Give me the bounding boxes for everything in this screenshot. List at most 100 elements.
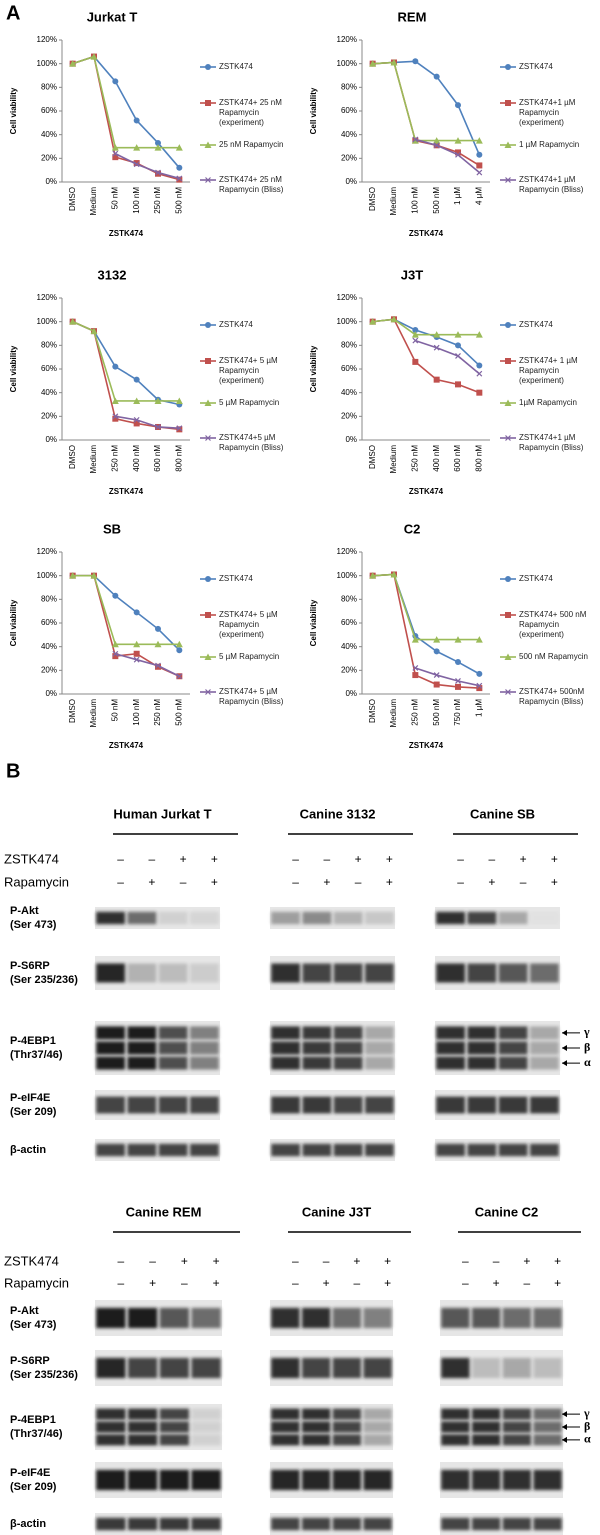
treatment-sign: +: [551, 852, 558, 866]
blot-band: [533, 1421, 562, 1433]
marker: [133, 656, 140, 663]
x-tick-label: 600 nM: [453, 445, 462, 472]
blot-band: [365, 1026, 394, 1040]
y-axis-label: Cell viability: [309, 599, 318, 646]
x-tick-label: 400 nM: [432, 445, 441, 472]
y-tick-label: 40%: [41, 642, 57, 651]
x-axis-label: ZSTK474: [109, 487, 144, 496]
treatment-sign: –: [149, 1254, 156, 1268]
marker: [90, 53, 98, 60]
marker: [412, 58, 419, 65]
blot-band: [498, 963, 528, 983]
marker: [176, 175, 183, 182]
treatment-sign: –: [292, 1276, 299, 1290]
series-line: [72, 574, 180, 646]
marker: [433, 142, 440, 149]
treatment-sign: –: [462, 1254, 469, 1268]
treatment-label: Rapamycin: [4, 1275, 69, 1290]
marker: [505, 576, 511, 582]
marker: [455, 102, 461, 109]
marker: [455, 151, 461, 158]
marker: [455, 353, 461, 359]
treatment-sign: –: [324, 852, 331, 866]
marker: [205, 435, 211, 441]
marker: [69, 60, 77, 67]
protein-label: P-eIF4E: [10, 1092, 50, 1104]
y-tick-label: 120%: [37, 547, 57, 556]
x-tick-label: 400 nM: [132, 445, 141, 472]
isoform-arrowhead: [562, 1411, 567, 1418]
marker: [433, 344, 440, 351]
marker: [155, 424, 161, 430]
marker: [205, 358, 211, 364]
x-tick-label: DMSO: [368, 187, 377, 211]
treatment-sign: –: [457, 852, 464, 866]
marker: [205, 576, 211, 582]
protein-label: P-Akt: [10, 905, 39, 917]
blot-band: [158, 911, 188, 925]
treatment-sign: –: [118, 1254, 125, 1268]
marker: [412, 358, 419, 365]
x-tick-label: 1 µM: [453, 187, 462, 205]
blot-band: [191, 1357, 221, 1379]
blot-band: [502, 1307, 532, 1329]
marker: [155, 169, 161, 176]
x-tick-label: 500 nM: [174, 187, 183, 214]
blot-band: [332, 1434, 362, 1446]
marker: [475, 331, 483, 338]
x-axis-label: ZSTK474: [409, 229, 444, 238]
treatment-sign: –: [354, 1276, 361, 1290]
y-tick-label: 80%: [341, 594, 357, 603]
blot-band: [271, 1143, 300, 1157]
isoform-arrowhead: [562, 1060, 567, 1067]
blot-band: [159, 1307, 189, 1329]
chart-title: REM: [398, 9, 427, 24]
marker: [69, 318, 77, 325]
blot-band: [467, 1056, 497, 1070]
x-tick-label: 250 nM: [410, 445, 419, 472]
marker: [476, 162, 483, 169]
legend-entry: ZSTK474+ 500 nM Rapamycin (experiment): [519, 610, 587, 639]
treatment-sign: –: [524, 1276, 531, 1290]
series-line: [72, 574, 180, 651]
marker: [176, 426, 183, 433]
treatment-sign: –: [292, 1254, 299, 1268]
marker: [505, 322, 511, 328]
blot-band: [498, 1096, 528, 1114]
x-tick-label: 500 nM: [432, 187, 441, 214]
blot-band: [96, 1421, 126, 1433]
treatment-sign: –: [117, 852, 124, 866]
marker: [176, 425, 183, 432]
x-tick-label: 250 nM: [410, 699, 419, 726]
blot-band: [365, 1143, 394, 1157]
y-tick-label: 40%: [41, 130, 57, 139]
series-line: [115, 415, 180, 429]
blot-band: [498, 1143, 528, 1157]
blot-band: [302, 1056, 332, 1070]
marker: [155, 663, 161, 670]
blot-band: [530, 1056, 559, 1070]
blot-band: [333, 911, 363, 925]
blot-band: [333, 1056, 363, 1070]
blot-band: [533, 1357, 562, 1379]
y-tick-label: 60%: [41, 364, 57, 373]
protein-label: P-4EBP1: [10, 1414, 56, 1426]
x-tick-label: 100 nM: [132, 699, 141, 726]
marker: [205, 612, 211, 618]
blot-band: [332, 1517, 362, 1531]
treatment-sign: –: [462, 1276, 469, 1290]
blot-band: [158, 1041, 188, 1055]
treatment-label: Rapamycin: [4, 874, 69, 889]
treatment-sign: –: [493, 1254, 500, 1268]
legend-entry: ZSTK474+1 µM Rapamycin (experiment): [519, 98, 576, 127]
group-title: Canine SB: [470, 806, 535, 821]
blot-strip: [95, 1513, 222, 1535]
legend-entry: ZSTK474+ 25 nM Rapamycin (Bliss): [219, 175, 284, 194]
blot-band: [271, 1421, 300, 1433]
protein-label: P-S6RP: [10, 1355, 50, 1367]
x-tick-label: 600 nM: [153, 445, 162, 472]
blot-band: [436, 1026, 465, 1040]
series-line: [72, 574, 180, 677]
blot-band: [363, 1434, 392, 1446]
